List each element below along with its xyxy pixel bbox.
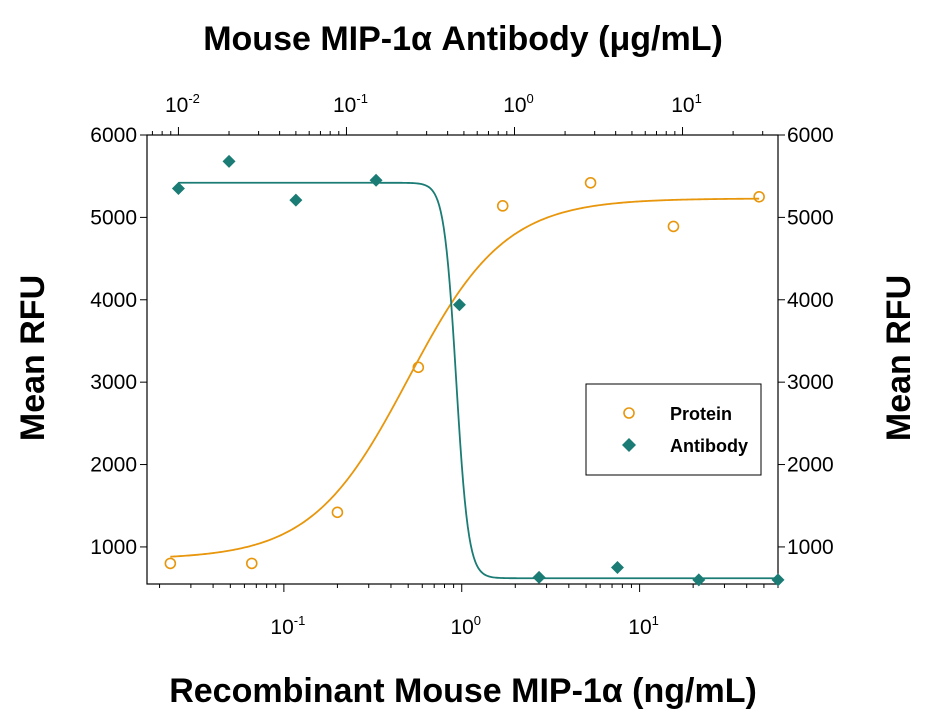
y-tick-label-right: 2000 <box>787 454 834 477</box>
legend-protein-label: Protein <box>670 404 732 424</box>
antibody-data-point <box>222 154 236 168</box>
antibody-data-point <box>171 182 185 196</box>
x-top-tick-label: 10-1 <box>333 91 368 117</box>
x-bottom-tick-label: 10-1 <box>270 613 305 639</box>
y-tick-label-left: 4000 <box>90 289 137 312</box>
y-tick-label-right: 6000 <box>787 124 834 147</box>
antibody-data-point <box>610 561 624 575</box>
y-tick-label-left: 1000 <box>90 536 137 559</box>
protein-data-point <box>753 190 765 203</box>
y-tick-label-left: 3000 <box>90 371 137 394</box>
legend-box <box>585 383 762 476</box>
legend-antibody-marker <box>622 438 636 452</box>
y-tick-label-left: 6000 <box>90 124 137 147</box>
right-y-axis-label: Mean RFU <box>880 275 918 441</box>
y-tick-label-left: 5000 <box>90 206 137 229</box>
plot-frame <box>146 134 779 585</box>
y-tick-label-left: 2000 <box>90 454 137 477</box>
y-tick-label-right: 5000 <box>787 206 834 229</box>
left-y-axis-label: Mean RFU <box>14 275 52 441</box>
legend-antibody-label: Antibody <box>670 436 748 456</box>
x-top-tick-label: 10-2 <box>165 91 200 117</box>
protein-data-point <box>164 557 177 570</box>
protein-data-point <box>584 176 597 189</box>
antibody-data-point <box>771 573 785 587</box>
protein-data-point <box>496 200 509 212</box>
y-tick-label-right: 1000 <box>787 536 834 559</box>
x-top-tick-label: 101 <box>671 91 702 117</box>
curves-layer <box>170 181 778 580</box>
x-top-tick-label: 100 <box>503 91 534 117</box>
protein-data-point <box>245 557 258 570</box>
antibody-data-point <box>692 573 706 587</box>
ticks-layer: 1000 1000 2000 2000 3000 3000 4000 4000 5000 5000… <box>90 91 833 639</box>
antibody-data-point <box>369 173 383 187</box>
points-layer <box>164 154 785 587</box>
top-axis-title: Mouse MIP-1α Antibody (μg/mL) <box>203 20 723 58</box>
y-tick-label-right: 4000 <box>787 289 834 312</box>
legend: Protein Antibody <box>585 383 762 476</box>
x-bottom-tick-label: 100 <box>450 613 481 639</box>
protein-data-point <box>412 361 425 374</box>
antibody-data-point <box>289 193 303 207</box>
antibody-fit-curve <box>178 181 778 580</box>
legend-protein-marker <box>623 407 635 419</box>
protein-data-point <box>331 506 344 519</box>
bottom-axis-title: Recombinant Mouse MIP-1α (ng/mL) <box>169 672 757 710</box>
x-bottom-tick-label: 101 <box>628 613 659 639</box>
y-tick-label-right: 3000 <box>787 371 834 394</box>
antibody-data-point <box>452 298 466 312</box>
protein-fit-curve <box>170 197 760 558</box>
antibody-data-point <box>532 570 546 584</box>
protein-data-point <box>667 220 680 233</box>
